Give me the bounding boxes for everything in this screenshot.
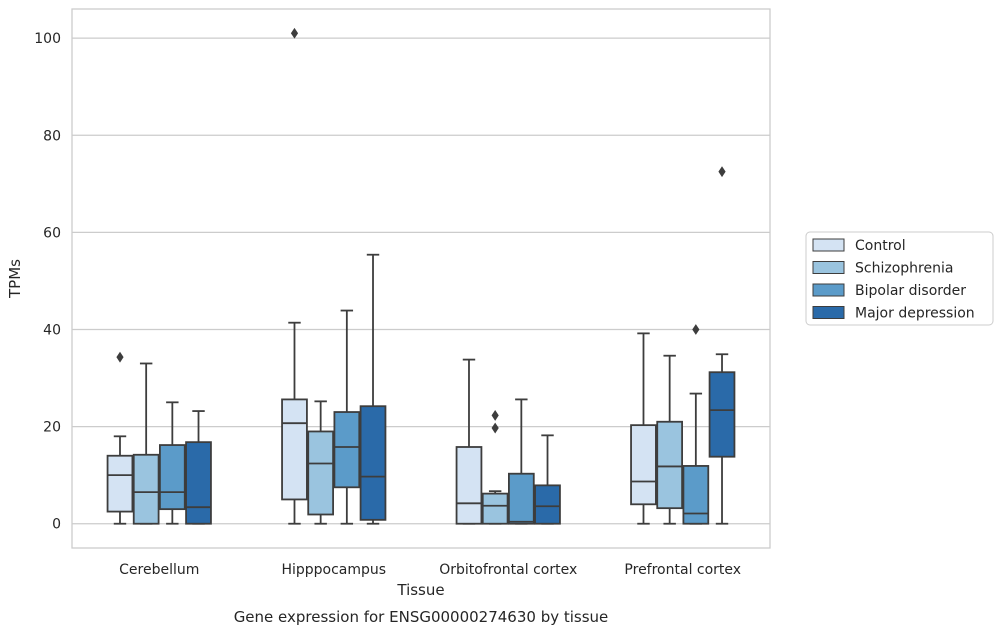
box bbox=[359, 405, 387, 521]
box bbox=[455, 446, 483, 525]
box bbox=[708, 371, 736, 458]
box bbox=[682, 465, 710, 525]
box-group bbox=[534, 434, 561, 525]
outlier-point bbox=[718, 166, 726, 178]
box bbox=[534, 484, 561, 525]
x-axis-label: Tissue bbox=[396, 581, 444, 599]
outlier-point bbox=[290, 27, 299, 39]
box bbox=[630, 424, 657, 506]
boxes-layer bbox=[106, 27, 736, 525]
outlier-point bbox=[491, 410, 499, 421]
x-tick-labels: Cerebellum Hipppocampus Orbitofrontal cort… bbox=[119, 562, 741, 578]
box bbox=[185, 441, 212, 525]
box bbox=[333, 411, 361, 489]
box-group bbox=[656, 354, 683, 525]
plot-frame bbox=[71, 8, 771, 549]
legend-swatch bbox=[812, 306, 845, 319]
x-tick-label: Orbitofrontal cortex bbox=[439, 562, 577, 578]
y-tick-label: 0 bbox=[52, 517, 61, 533]
box-group bbox=[508, 398, 535, 525]
legend-frame bbox=[805, 231, 994, 326]
legend-label: Bipolar disorder bbox=[855, 283, 966, 299]
box-group bbox=[682, 324, 710, 525]
y-tick-label: 80 bbox=[43, 128, 61, 144]
outlier-point bbox=[692, 324, 700, 335]
box bbox=[508, 472, 535, 525]
box bbox=[281, 398, 308, 501]
legend-swatch bbox=[812, 238, 845, 252]
box bbox=[656, 420, 683, 510]
y-tick-label: 40 bbox=[43, 322, 61, 338]
box-group bbox=[455, 358, 483, 525]
box-group bbox=[159, 401, 186, 525]
outlier-point bbox=[491, 422, 499, 434]
y-tick-label: 20 bbox=[43, 420, 61, 436]
box-group bbox=[132, 362, 160, 525]
x-tick-label: Cerebellum bbox=[119, 562, 199, 578]
legend-swatch bbox=[812, 261, 845, 274]
chart-caption: Gene expression for ENSG00000274630 by t… bbox=[234, 608, 609, 626]
box-group bbox=[708, 166, 736, 525]
box-group bbox=[481, 410, 509, 525]
gridlines bbox=[72, 37, 770, 525]
box-group bbox=[307, 400, 334, 525]
box-group bbox=[281, 27, 308, 525]
outlier-point bbox=[116, 351, 124, 363]
legend-label: Major depression bbox=[855, 306, 975, 322]
box-group bbox=[359, 253, 387, 525]
box-group bbox=[185, 410, 212, 525]
x-tick-label: Prefrontal cortex bbox=[624, 562, 741, 578]
legend-label: Schizophrenia bbox=[855, 261, 953, 277]
box bbox=[159, 444, 186, 511]
y-tick-labels: 0 20 40 60 80 100 bbox=[34, 31, 61, 533]
legend-label: Control bbox=[855, 238, 906, 254]
legend: Control Schizophrenia Bipolar disorder Majo… bbox=[805, 231, 994, 326]
box bbox=[106, 454, 134, 513]
box bbox=[481, 492, 509, 525]
y-tick-label: 100 bbox=[34, 31, 61, 47]
y-axis-label: TPMs bbox=[6, 259, 24, 299]
box bbox=[307, 430, 334, 516]
box-group bbox=[333, 309, 361, 525]
y-tick-label: 60 bbox=[43, 225, 61, 241]
box-group bbox=[630, 332, 657, 525]
box bbox=[132, 453, 160, 525]
x-tick-label: Hipppocampus bbox=[281, 562, 386, 578]
legend-swatch bbox=[812, 283, 845, 297]
box-group bbox=[106, 351, 134, 525]
